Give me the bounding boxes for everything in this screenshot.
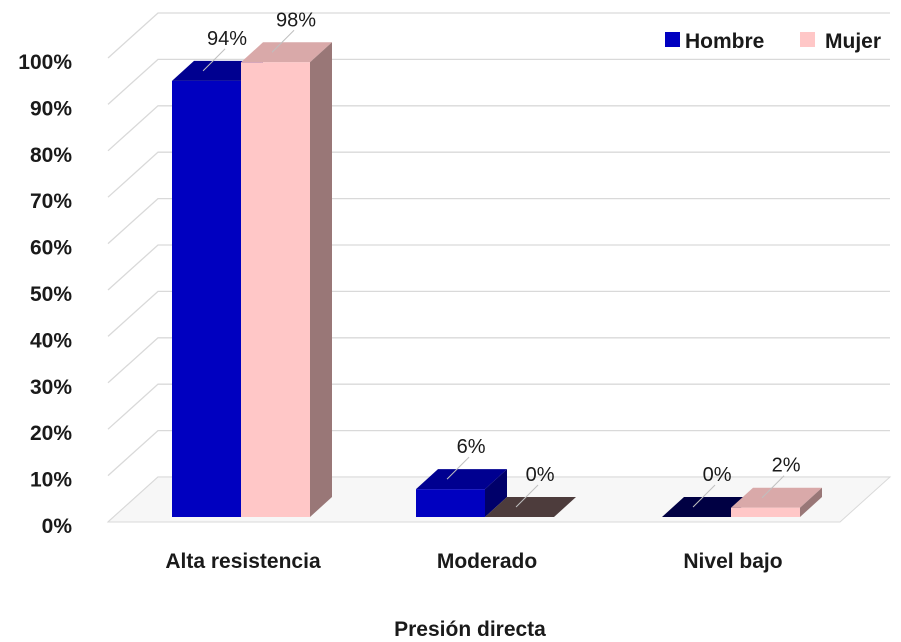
data-label-leader (761, 475, 785, 499)
gridline (107, 383, 890, 430)
y-tick-label: 10% (30, 469, 72, 492)
bars (172, 42, 822, 518)
data-label-leader (692, 484, 716, 508)
y-tick-label: 90% (30, 97, 72, 120)
data-label-leader (271, 29, 295, 53)
bar-top-face (731, 487, 822, 508)
gridline (107, 151, 890, 198)
y-axis-ticks: 0% 10% 20% 30% 40% 50% 60% 70% 80% 90% 100% (18, 51, 72, 538)
gridline (107, 12, 890, 59)
bar-mujer-moderado (485, 497, 576, 517)
data-label-leader (202, 48, 226, 72)
bar-hombre-moderado (416, 469, 507, 517)
data-label-hombre-moderado: 6% (457, 436, 486, 458)
y-tick-label: 30% (30, 376, 72, 399)
x-axis-categories: Alta resistencia Moderado Nivel bajo (165, 550, 782, 573)
gridline (107, 58, 890, 105)
bar-side-face (800, 487, 822, 517)
x-category-nivel-bajo: Nivel bajo (683, 550, 782, 573)
y-tick-label: 0% (42, 515, 73, 538)
bar-top-face (662, 497, 753, 517)
gridlines (107, 12, 890, 523)
gridline (107, 290, 890, 337)
bar-hombre-nivel-bajo (662, 497, 753, 517)
legend-label-mujer: Mujer (825, 30, 881, 53)
bar-side-face (485, 469, 507, 517)
y-tick-label: 50% (30, 283, 72, 306)
legend: Hombre Mujer (665, 30, 881, 53)
gridline (107, 197, 890, 245)
gridline (107, 337, 890, 384)
bar-front-face (416, 489, 485, 517)
data-label-hombre-nivel-bajo: 0% (703, 464, 732, 486)
gridline (107, 429, 890, 477)
legend-label-hombre: Hombre (685, 30, 764, 53)
data-labels: 94% 98% 6% 0% 0% 2% (202, 9, 801, 508)
bar-front-face (172, 80, 241, 517)
bar-side-face (310, 42, 332, 517)
y-tick-label: 70% (30, 190, 72, 213)
data-label-mujer-alta-resistencia: 98% (276, 9, 316, 31)
bar-mujer-alta-resistencia (241, 42, 332, 517)
data-label-leader (515, 484, 539, 508)
legend-swatch-hombre (665, 32, 680, 47)
gridline (107, 244, 890, 291)
data-label-mujer-moderado: 0% (526, 464, 555, 486)
data-label-mujer-nivel-bajo: 2% (772, 455, 801, 477)
bar-top-face (416, 469, 507, 490)
x-category-alta-resistencia: Alta resistencia (165, 550, 321, 573)
x-category-moderado: Moderado (437, 550, 537, 573)
bar-top-face (241, 42, 332, 63)
data-label-hombre-alta-resistencia: 94% (207, 28, 247, 50)
bar-front-face (241, 62, 310, 517)
y-tick-label: 80% (30, 144, 72, 167)
bar-mujer-nivel-bajo (731, 487, 822, 517)
y-tick-label: 100% (18, 51, 72, 74)
bar-top-face (485, 497, 576, 517)
x-axis-title: Presión directa (394, 618, 546, 641)
bar-front-face (731, 507, 800, 517)
legend-swatch-mujer (800, 32, 815, 47)
data-label-leader (446, 456, 470, 480)
y-tick-label: 20% (30, 422, 72, 445)
y-tick-label: 40% (30, 329, 72, 352)
y-tick-label: 60% (30, 237, 72, 260)
gridline (107, 105, 890, 152)
bar-top-face (172, 60, 263, 81)
